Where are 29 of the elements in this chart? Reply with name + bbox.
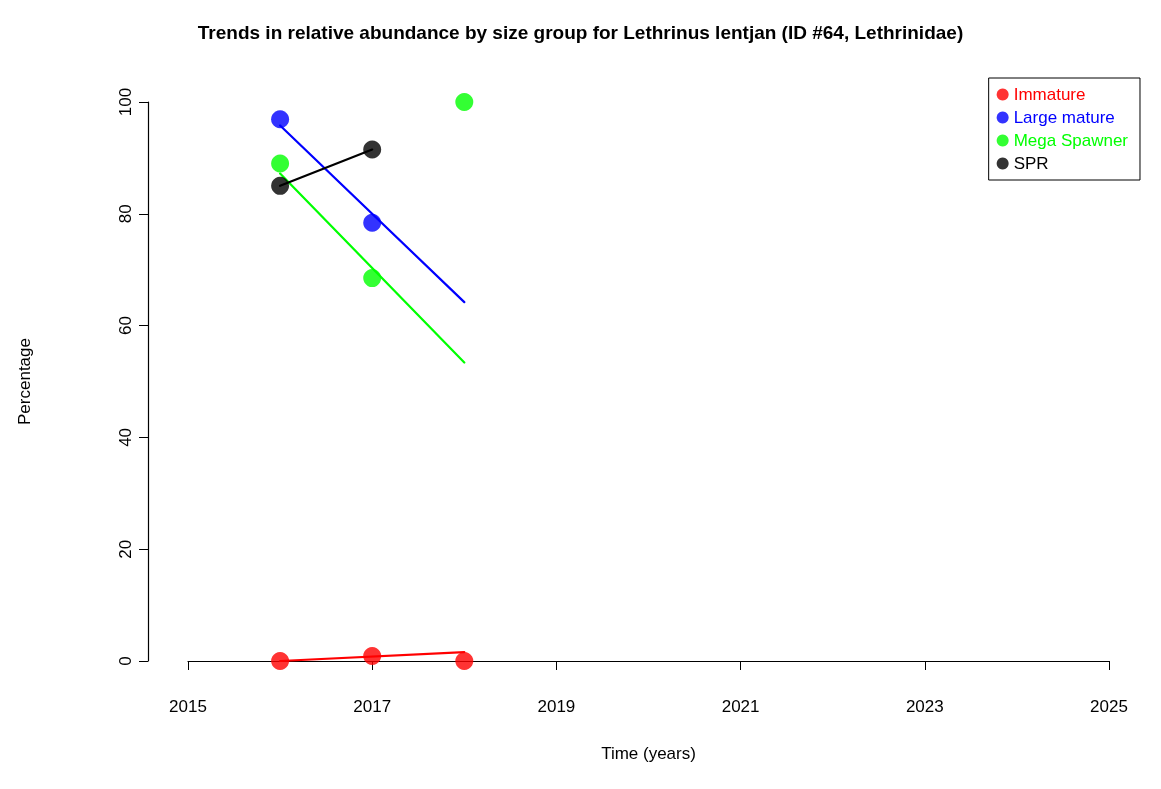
legend-label: Immature bbox=[1013, 85, 1086, 104]
x-tick-label: 2021 bbox=[721, 697, 760, 716]
legend-label: SPR bbox=[1013, 154, 1049, 173]
y-tick-label: 60 bbox=[116, 316, 135, 336]
y-tick-label: 40 bbox=[116, 427, 135, 447]
legend-label: Mega Spawner bbox=[1013, 131, 1129, 150]
point bbox=[271, 110, 290, 129]
y-axis-title: Percentage bbox=[15, 338, 34, 425]
point bbox=[455, 652, 474, 670]
point bbox=[271, 176, 290, 195]
y-tick-label: 100 bbox=[116, 87, 135, 117]
point bbox=[363, 646, 382, 665]
x-tick-label: 2025 bbox=[1090, 697, 1128, 716]
point bbox=[363, 140, 382, 159]
legend-label: Large mature bbox=[1013, 108, 1115, 127]
point bbox=[271, 154, 290, 173]
y-tick-label: 80 bbox=[116, 204, 135, 224]
x-tick-label: 2015 bbox=[169, 697, 207, 716]
chart-title: Trends in relative abundance by size group for Lethrinus lentjan (ID #64, Lethrinidae) bbox=[197, 22, 964, 43]
point bbox=[271, 652, 290, 670]
point bbox=[363, 269, 382, 288]
x-tick-label: 2017 bbox=[353, 697, 392, 716]
x-tick-label: 2019 bbox=[537, 697, 576, 716]
point bbox=[455, 93, 474, 111]
y-tick-label: 20 bbox=[116, 539, 135, 559]
point bbox=[363, 213, 382, 232]
x-axis-title: Time (years) bbox=[601, 744, 696, 763]
y-tick-label: 0 bbox=[116, 656, 135, 666]
x-tick-label: 2023 bbox=[905, 697, 944, 716]
